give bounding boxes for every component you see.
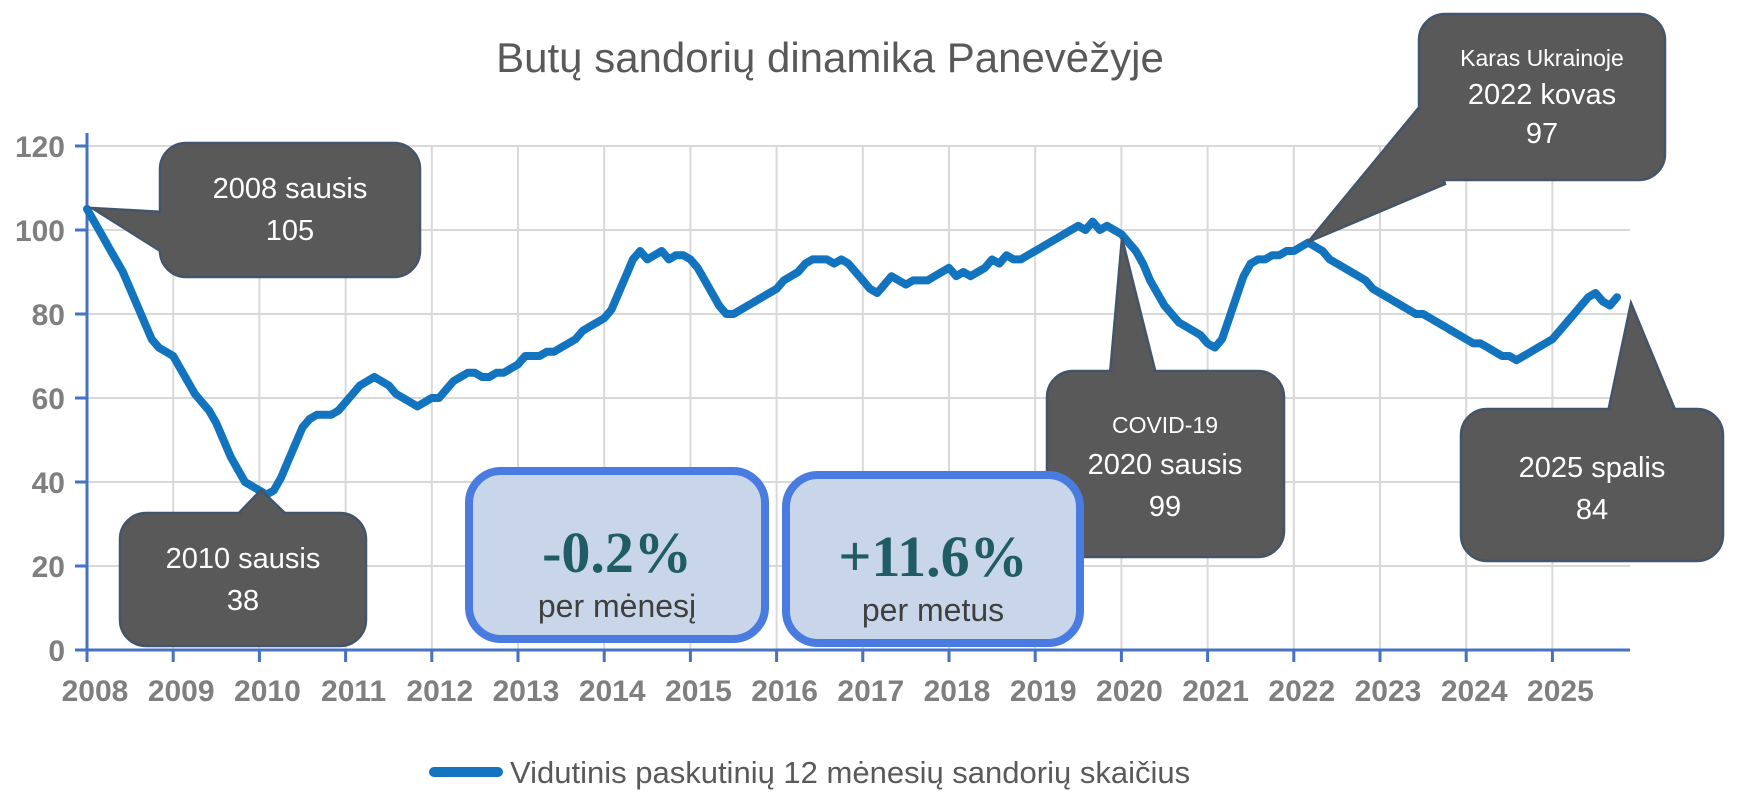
legend: Vidutinis paskutinių 12 mėnesių sandorių…: [429, 755, 1190, 790]
x-tick-label: 2020: [1096, 675, 1163, 708]
callout-karas: Karas Ukrainoje 2022 kovas 97: [1307, 12, 1667, 244]
x-tick-label: 2025: [1527, 675, 1594, 708]
chart-title: Butų sandorių dinamika Panevėžyje: [496, 34, 1164, 81]
x-tick-label: 2023: [1355, 675, 1422, 708]
axis-ticks: [75, 144, 1554, 662]
y-tick-label: 0: [48, 635, 65, 668]
x-tick-label: 2017: [837, 675, 904, 708]
x-tick-label: 2016: [751, 675, 818, 708]
callout-2010-line1: 2010 sausis: [166, 543, 321, 575]
x-tick-label: 2019: [1010, 675, 1077, 708]
y-tick-label: 100: [15, 215, 65, 248]
stat-monthly-value: -0.2%: [542, 520, 692, 585]
callout-2025: 2025 spalis 84: [1459, 298, 1725, 563]
x-tick-label: 2011: [321, 675, 386, 708]
x-tick-label: 2012: [406, 675, 473, 708]
x-tick-label: 2015: [665, 675, 732, 708]
x-tick-label: 2022: [1268, 675, 1335, 708]
y-tick-label: 80: [32, 299, 65, 332]
y-tick-label: 60: [32, 383, 65, 416]
stat-box-yearly-bg: [782, 471, 1084, 647]
callout-2025-line1: 2025 spalis: [1519, 452, 1666, 484]
callout-covid-box: [1045, 369, 1286, 559]
callout-2010: 2010 sausis 38: [118, 488, 368, 648]
stat-yearly-value: +11.6%: [838, 524, 1027, 589]
axis-labels: 0 20 40 60 80 100 120 2008 2009 2010 2011 2012 2013 2…: [15, 131, 1594, 708]
callout-covid-line2: 2020 sausis: [1088, 449, 1243, 481]
callout-2010-box: [118, 511, 368, 648]
x-tick-label: 2013: [493, 675, 560, 708]
x-tick-label: 2014: [579, 675, 646, 708]
callout-karas-line2: 2022 kovas: [1468, 79, 1616, 111]
legend-label: Vidutinis paskutinių 12 mėnesių sandorių…: [510, 755, 1190, 790]
callout-2008-line1: 2008 sausis: [213, 173, 368, 205]
callout-2008-box: [158, 141, 422, 279]
callout-2008: 2008 sausis 105: [87, 141, 422, 279]
x-tick-label: 2010: [234, 675, 301, 708]
callout-karas-line1: Karas Ukrainoje: [1460, 45, 1624, 71]
x-tick-label: 2008: [62, 675, 129, 708]
callout-covid-line1: COVID-19: [1112, 412, 1218, 438]
callout-covid: COVID-19 2020 sausis 99: [1045, 237, 1286, 559]
stat-box-yearly: +11.6% per metus: [782, 471, 1084, 647]
callout-karas-box: [1417, 12, 1667, 182]
x-tick-label: 2018: [924, 675, 991, 708]
x-tick-label: 2021: [1182, 675, 1249, 708]
stat-yearly-label: per metus: [862, 592, 1004, 628]
stat-box-monthly: -0.2% per mėnesį: [465, 467, 769, 643]
callout-2008-line2: 105: [266, 215, 314, 247]
stat-monthly-label: per mėnesį: [538, 588, 696, 624]
callout-2025-box: [1459, 407, 1725, 563]
y-tick-label: 20: [32, 551, 65, 584]
y-tick-label: 120: [15, 131, 65, 164]
series-line: [83, 205, 1621, 499]
callout-karas-line3: 97: [1526, 118, 1558, 150]
callout-2010-line2: 38: [227, 585, 259, 617]
x-tick-label: 2024: [1441, 675, 1508, 708]
y-tick-label: 40: [32, 467, 65, 500]
stat-box-monthly-bg: [465, 467, 769, 643]
callout-2025-line2: 84: [1576, 494, 1608, 526]
x-tick-label: 2009: [148, 675, 215, 708]
callout-covid-line3: 99: [1149, 491, 1181, 523]
